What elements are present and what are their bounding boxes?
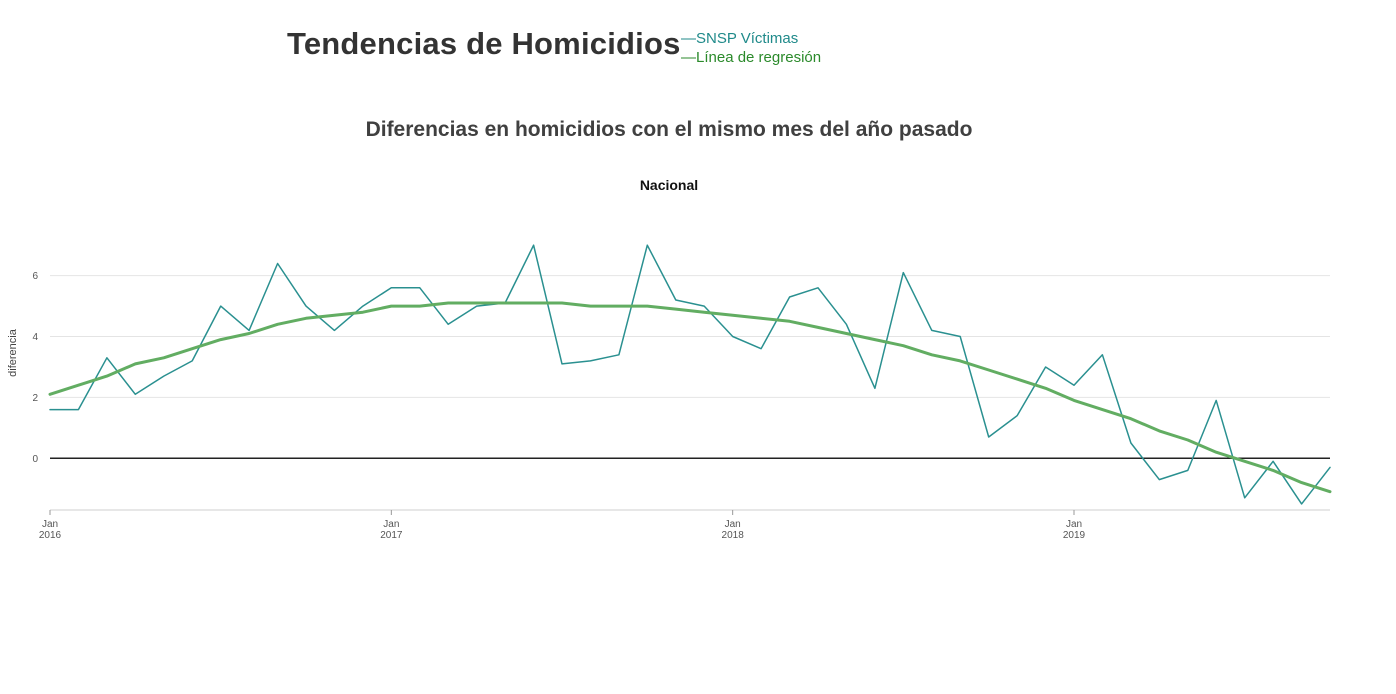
chart-title: Tendencias de Homicidios — [287, 26, 681, 61]
x-tick-label-year-2016: 2016 — [39, 530, 62, 541]
y-tick-label-4: 4 — [32, 332, 38, 343]
x-tick-label-month-2019: Jan — [1066, 519, 1082, 530]
legend-item-snsp-victimas[interactable]: —SNSP Víctimas — [681, 30, 799, 47]
chart-subtitle: Diferencias en homicidios con el mismo m… — [365, 118, 973, 141]
gridlines — [50, 275, 1330, 460]
facet-title: Nacional — [639, 177, 699, 193]
y-tick-label-6: 6 — [32, 271, 38, 282]
legend-item-linea-regresion[interactable]: —Línea de regresión — [681, 49, 822, 66]
x-tick-label-year-2018: 2018 — [722, 530, 745, 541]
x-tick-label-month-2018: Jan — [725, 519, 741, 530]
y-axis: 0 2 4 6 — [32, 271, 38, 465]
x-tick-label-year-2017: 2017 — [380, 530, 403, 541]
series-line-snsp-victimas — [49, 244, 1331, 505]
series-line-linea-de-regresion — [48, 301, 1332, 494]
y-tick-label-2: 2 — [32, 393, 38, 404]
series-lines — [48, 244, 1332, 505]
x-tick-label-year-2019: 2019 — [1063, 530, 1086, 541]
y-axis-label: diferencia — [7, 328, 19, 377]
legend: —SNSP Víctimas —Línea de regresión — [681, 29, 821, 67]
x-tick-label-month-2017: Jan — [383, 519, 399, 530]
y-tick-label-0: 0 — [32, 454, 38, 465]
x-tick-label-month-2016: Jan — [42, 519, 58, 530]
